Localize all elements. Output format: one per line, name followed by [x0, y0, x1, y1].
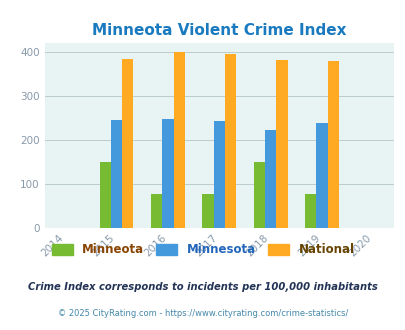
Bar	[213, 121, 224, 228]
Bar	[162, 119, 173, 228]
Text: © 2025 CityRating.com - https://www.cityrating.com/crime-statistics/: © 2025 CityRating.com - https://www.city…	[58, 309, 347, 318]
Bar	[151, 194, 162, 228]
Bar	[253, 162, 264, 228]
Title: Minneota Violent Crime Index: Minneota Violent Crime Index	[92, 22, 345, 38]
Bar	[304, 194, 315, 228]
Bar	[275, 60, 287, 228]
Bar	[173, 52, 184, 228]
Text: Crime Index corresponds to incidents per 100,000 inhabitants: Crime Index corresponds to incidents per…	[28, 282, 377, 292]
Bar	[315, 122, 327, 228]
Bar	[224, 54, 236, 228]
Legend: Minneota, Minnesota, National: Minneota, Minnesota, National	[47, 239, 358, 261]
Bar	[111, 120, 122, 228]
Bar	[99, 162, 111, 228]
Bar	[122, 59, 133, 228]
Bar	[327, 61, 338, 228]
Bar	[264, 130, 275, 228]
Bar	[202, 194, 213, 228]
